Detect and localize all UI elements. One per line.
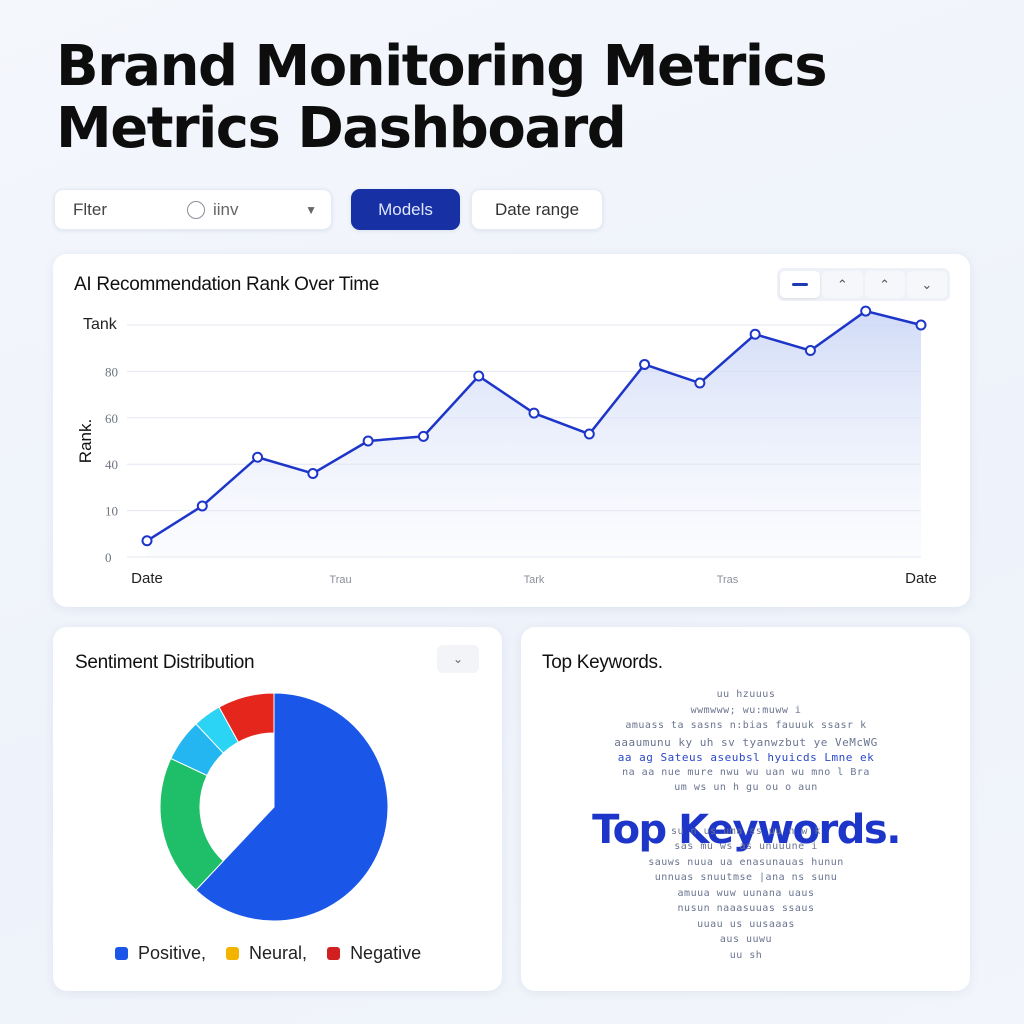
- x-tick-label: Tark: [524, 574, 545, 586]
- donut-slice[interactable]: [195, 692, 389, 922]
- keyword-cloud-line: uu hzuuus: [716, 689, 776, 700]
- y-tick-label: 40: [105, 457, 118, 472]
- sentiment-dropdown-button[interactable]: ⌄: [437, 645, 479, 673]
- rank-chart-title: AI Recommendation Rank Over Time: [74, 274, 380, 295]
- legend-item-positive[interactable]: Positive,: [115, 943, 206, 964]
- legend-label-neutral: Neural,: [249, 943, 308, 963]
- x-tick-label: Tras: [717, 574, 739, 586]
- sentiment-title: Sentiment Distribution: [75, 652, 255, 673]
- rank-data-point[interactable]: [528, 407, 540, 419]
- y-tick-label: 60: [105, 411, 118, 426]
- y-axis-top-label: Tank: [83, 316, 118, 333]
- keyword-cloud-line: aus uuwu: [719, 934, 773, 945]
- rank-data-point[interactable]: [749, 328, 761, 340]
- rank-data-point[interactable]: [473, 370, 485, 382]
- legend-swatch-neutral: [226, 947, 240, 960]
- keyword-cloud-line: na aa nue mure nwu wu uan wu mno l Bra: [622, 766, 870, 778]
- rank-data-point[interactable]: [417, 430, 429, 442]
- legend-label-negative: Negative: [350, 943, 422, 963]
- keyword-cloud-line: um ws un h gu ou o aun: [674, 782, 818, 793]
- x-tick-label: Date: [131, 570, 163, 587]
- rank-data-point[interactable]: [915, 319, 927, 331]
- sentiment-donut-chart: [159, 692, 389, 922]
- x-tick-label: Date: [905, 570, 937, 587]
- view-option-2[interactable]: ⌃: [822, 271, 863, 298]
- y-tick-label: 0: [105, 550, 112, 565]
- legend-item-neutral[interactable]: Neural,: [226, 943, 307, 964]
- rank-data-point[interactable]: [362, 435, 374, 447]
- keywords-title: Top Keywords.: [542, 652, 663, 673]
- chart-view-toggle: ⌃ ⌃ ⌄: [777, 268, 950, 301]
- legend-swatch-negative: [327, 947, 341, 960]
- legend-swatch-positive: [115, 947, 128, 960]
- line-view-icon: [792, 283, 809, 286]
- filter-dropdown[interactable]: Flter iinv ▼: [54, 189, 332, 230]
- rank-data-point[interactable]: [694, 377, 706, 389]
- keyword-cloud-line: aaaumunu ky uh sv tyanwzbut ye VeMcWG: [614, 735, 878, 749]
- donut-slice[interactable]: [218, 692, 275, 743]
- rank-data-point[interactable]: [860, 305, 872, 317]
- keyword-cloud-line: sas mu ws as unuuune i: [674, 841, 818, 852]
- keyword-cloud-line: amuua wuw uunana uaus: [677, 887, 815, 899]
- rank-data-point[interactable]: [141, 535, 153, 547]
- keyword-cloud-line: unnuas snuutmse |ana ns sunu: [654, 872, 838, 883]
- view-option-4[interactable]: ⌄: [906, 271, 947, 298]
- keyword-cloud-line: uuau us uusaaas: [697, 918, 795, 930]
- keyword-cloud-line: nusun naaasuuas ssaus: [677, 903, 815, 914]
- keyword-cloud-line: wwmwww; wu:muww i: [690, 704, 802, 716]
- rank-data-point[interactable]: [583, 428, 595, 440]
- keyword-cloud-line: aa ag Sateus aseubsl hyuicds Lmne ek: [617, 751, 875, 764]
- page-title-line-2: Metrics Dashboard: [56, 96, 627, 161]
- view-option-3[interactable]: ⌃: [864, 271, 905, 298]
- keyword-cloud-line: uu sh: [729, 949, 763, 961]
- rank-line-chart: 0 10 40 60 80 Tank Rank. Date Trau Tark Tras Date: [76, 305, 937, 587]
- keywords-card: Top Keywords. Top Keywords. uu hzuuus wwm…: [521, 627, 970, 991]
- page-title-line-1: Brand Monitoring Metrics: [56, 34, 828, 99]
- chevron-down-icon: ⌄: [452, 652, 464, 666]
- keyword-cloud-line: sauws nuua ua enasunauas hunun: [648, 856, 844, 868]
- y-axis-label: Rank.: [76, 419, 95, 463]
- sentiment-card: Sentiment Distribution ⌄ Positive, Neura…: [53, 627, 502, 991]
- filter-value: iinv: [213, 199, 239, 219]
- date-range-button[interactable]: Date range: [471, 189, 603, 230]
- y-tick-label: 80: [105, 364, 118, 379]
- legend-item-negative[interactable]: Negative: [327, 943, 421, 964]
- rank-data-point[interactable]: [252, 451, 264, 463]
- rank-area-fill: [147, 311, 921, 557]
- x-tick-label: Trau: [329, 574, 351, 586]
- sentiment-legend: Positive, Neural, Negative: [115, 943, 421, 964]
- line-view-button[interactable]: [780, 271, 821, 298]
- rank-data-point[interactable]: [196, 500, 208, 512]
- models-button[interactable]: Models: [351, 189, 460, 230]
- radio-icon[interactable]: [187, 200, 205, 219]
- legend-label-positive: Positive,: [138, 943, 207, 963]
- keyword-cloud-center: Top Keywords.: [592, 807, 901, 853]
- rank-data-point[interactable]: [804, 345, 816, 357]
- keyword-cloud-line: su n us uma ss uu n w k: [671, 825, 821, 837]
- filter-label: Flter: [73, 199, 107, 219]
- rank-chart-card: 0 10 40 60 80 Tank Rank. Date Trau Tark Tras Date A…: [53, 254, 970, 607]
- rank-data-point[interactable]: [639, 358, 651, 370]
- chevron-down-icon: ▼: [305, 202, 317, 217]
- keyword-cloud-line: amuass ta sasns n:bias fauuuk ssasr k: [625, 720, 867, 731]
- rank-data-point[interactable]: [307, 467, 319, 479]
- donut-slice[interactable]: [159, 757, 225, 891]
- keyword-cloud: Top Keywords. uu hzuuus wwmwww; wu:muww i…: [561, 683, 931, 983]
- page-title: Brand Monitoring Metrics Metrics Dashboa…: [56, 36, 956, 160]
- y-tick-label: 10: [105, 504, 118, 519]
